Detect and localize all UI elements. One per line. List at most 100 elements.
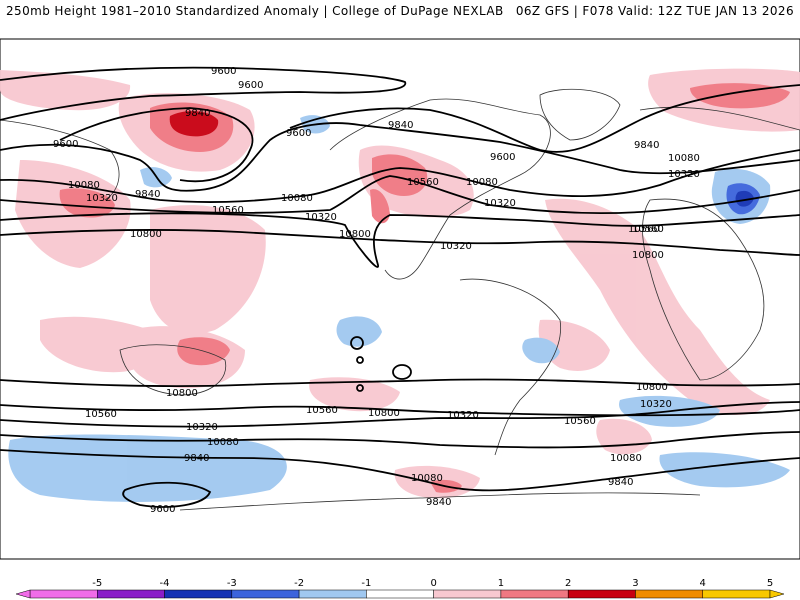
coast-africa: [642, 198, 765, 381]
colorbar-tick-label: 0: [430, 578, 436, 589]
contour-10320: [0, 175, 800, 215]
coast-south-america: [459, 278, 562, 456]
colorbar: -5 -4 -3 -2 -1 0 1 2 3 4 5: [15, 578, 785, 599]
contour-label: 9840: [135, 189, 160, 200]
contour-label: 10080: [610, 453, 642, 464]
contour-label: 9600: [490, 152, 515, 163]
contour-label: 10800: [368, 408, 400, 419]
contour-label: 9840: [184, 453, 209, 464]
contour-10560: [0, 212, 800, 268]
coast-eurasia: [0, 106, 800, 201]
contour-label: 10800: [130, 229, 162, 240]
contour-label: 10320: [640, 399, 672, 410]
contour-label: 9600: [286, 128, 311, 139]
contour-label: 10320: [447, 410, 479, 421]
contour-9600-south: [122, 481, 212, 508]
anomaly-positive-central-pacific: [150, 205, 266, 334]
colorbar-tick-label: -5: [92, 578, 102, 589]
colorbar-tick-label: 5: [767, 578, 773, 589]
contour-label: 10560: [632, 224, 664, 235]
contour-labels: 9600 9600 9840 9600 9600 9840 10080 1032…: [53, 66, 700, 515]
model-valid-time: 06Z GFS | F078 Valid: 12Z TUE JAN 13 202…: [515, 4, 794, 18]
anomaly-strong-west-na: [372, 154, 428, 196]
colorbar-segment: [500, 589, 569, 599]
colorbar-extend-low: [15, 589, 31, 599]
contour-label: 9840: [426, 497, 451, 508]
contour-label: 10320: [186, 422, 218, 433]
contour-closed-low-1: [350, 336, 364, 350]
contour-label: 10800: [636, 382, 668, 393]
anomaly-positive-south-america: [538, 319, 610, 371]
contour-label: 9840: [608, 477, 633, 488]
anomaly-positive-indonesia: [40, 316, 154, 373]
height-contours: [0, 66, 800, 508]
anomaly-negative-southern-ocean-west: [8, 434, 287, 502]
colorbar-tick-label: 1: [498, 578, 504, 589]
colorbar-segment: [29, 589, 98, 599]
contour-label: 10080: [411, 473, 443, 484]
contour-9840-south: [0, 449, 800, 492]
colorbar-segment: [97, 589, 165, 599]
contour-9840: [0, 122, 800, 192]
contour-9600-north: [0, 66, 407, 121]
colorbar-segment: [567, 589, 636, 599]
colorbar-tick-label: -4: [160, 578, 170, 589]
contour-closed-low-3: [356, 356, 364, 364]
contour-label: 9840: [634, 140, 659, 151]
contour-label: 9840: [185, 108, 210, 119]
contour-label: 10080: [466, 177, 498, 188]
anomaly-strong-asia: [59, 188, 115, 218]
coastlines: [0, 88, 800, 511]
contour-10080: [0, 149, 800, 203]
contour-10560-south: [0, 404, 800, 417]
contour-label: 10080: [281, 193, 313, 204]
colorbar-segment: [164, 589, 233, 599]
contour-10320-south: [0, 401, 800, 428]
contour-label: 10320: [668, 169, 700, 180]
contour-10080-south: [0, 431, 800, 449]
anomaly-positive-atlantic: [545, 198, 770, 415]
contour-label: 10560: [85, 409, 117, 420]
contour-10800: [0, 228, 800, 256]
map-title: 250mb Height 1981–2010 Standardized Anom…: [6, 4, 504, 18]
contour-label: 10080: [68, 180, 100, 191]
contour-label: 10560: [212, 205, 244, 216]
contour-label: 10320: [86, 193, 118, 204]
contour-label: 10320: [305, 212, 337, 223]
contour-label: 9600: [150, 504, 175, 515]
colorbar-tick-label: -3: [227, 578, 237, 589]
anomaly-negative-east-pacific: [336, 316, 382, 347]
anomaly-max-nw-pacific: [169, 111, 219, 137]
contour-label: 10320: [484, 198, 516, 209]
contour-label: 9840: [388, 120, 413, 131]
contour-label: 9600: [211, 66, 236, 77]
coast-antarctica: [179, 492, 701, 511]
colorbar-segment: [231, 589, 300, 599]
colorbar-segment: [635, 589, 703, 599]
anomaly-stripe-west-na: [370, 189, 390, 224]
contour-label: 10800: [166, 388, 198, 399]
colorbar-extend-high: [769, 589, 785, 599]
coast-north-america: [329, 98, 551, 280]
contour-label: 10080: [668, 153, 700, 164]
anomaly-negative-south-america: [522, 337, 560, 364]
contour-label: 10800: [339, 229, 371, 240]
colorbar-segment: [433, 589, 502, 599]
contour-label: 10560: [628, 224, 660, 235]
colorbar-tick-label: -2: [294, 578, 304, 589]
anomaly-positive-south-pacific: [309, 377, 400, 412]
contour-label: 10800: [632, 250, 664, 261]
contour-label: 10560: [564, 416, 596, 427]
anomaly-positive-west-edge: [0, 70, 131, 111]
anomaly-max-negative-black-sea: [735, 190, 754, 207]
coast-australia: [119, 344, 227, 396]
colorbar-tick-label: 4: [700, 578, 706, 589]
colorbar-tick-label: -1: [361, 578, 371, 589]
contour-label: 9600: [53, 139, 78, 150]
contour-closed-low-2: [392, 364, 412, 380]
coast-greenland: [539, 88, 621, 141]
contour-label: 10080: [207, 437, 239, 448]
contour-label: 10320: [440, 241, 472, 252]
contour-label: 10560: [407, 177, 439, 188]
